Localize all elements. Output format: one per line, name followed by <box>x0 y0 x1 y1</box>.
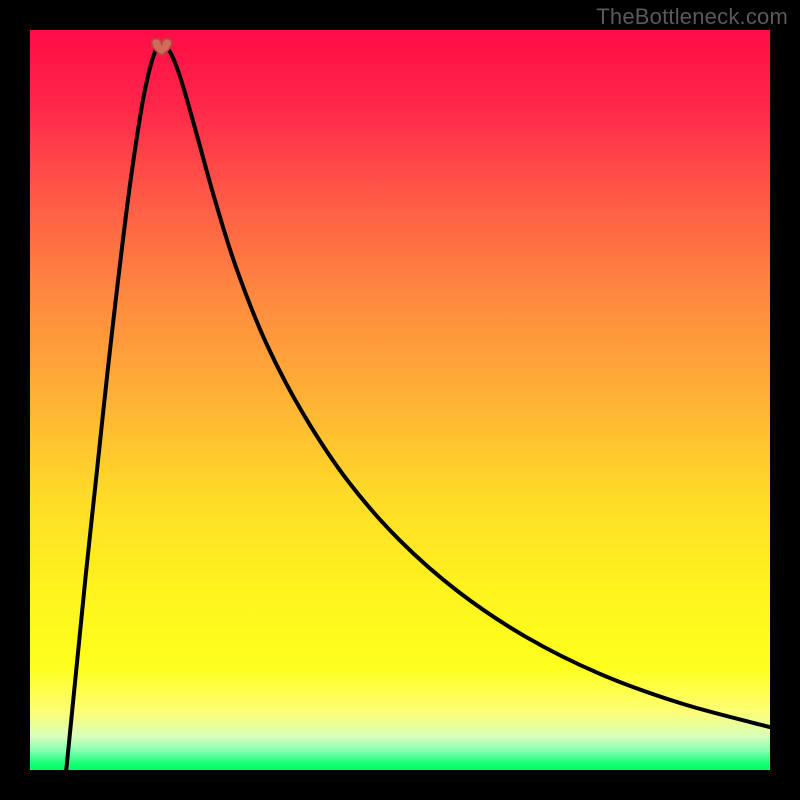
chart-plot-area <box>30 30 770 770</box>
watermark-text: TheBottleneck.com <box>596 4 788 30</box>
chart-outer-frame: TheBottleneck.com <box>0 0 800 800</box>
chart-svg <box>30 30 770 770</box>
chart-background <box>30 30 770 770</box>
